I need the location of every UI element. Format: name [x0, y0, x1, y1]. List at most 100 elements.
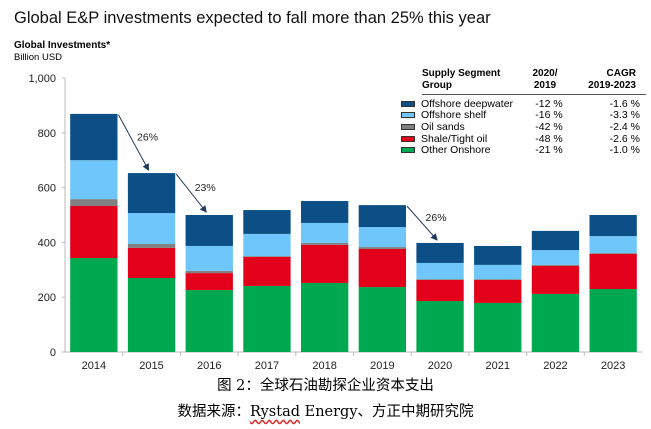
- bar-segment-shale-tight-oil: [127, 247, 176, 279]
- legend-row: Other Onshore -21 % -1.0 %: [398, 144, 646, 156]
- legend-header-cagr-line2: 2019-2023: [588, 80, 636, 91]
- legend-row: Offshore shelf -16 % -3.3 %: [398, 109, 646, 122]
- source-prefix: 数据来源：: [177, 404, 250, 420]
- legend-row: Offshore deepwater -12 % -1.6 %: [398, 98, 646, 110]
- bar-segment-offshore-shelf: [243, 233, 291, 257]
- stacked-bar-chart: 0 200 400 600 800 1,000 2014 2015 2016 2017 2018 20…: [28, 73, 642, 372]
- legend-cagr-value: -1.0 %: [609, 144, 640, 157]
- bar-segment-other-onshore: [185, 290, 233, 352]
- legend-table: Supply Segment Group 2020/2019 CAGR 2019-2…: [398, 68, 646, 156]
- legend-cagr-value: -2.6 %: [609, 132, 640, 145]
- x-tick-label: 2017: [255, 360, 279, 372]
- bar-segment-other-onshore: [589, 288, 637, 352]
- legend-label: Shale/Tight oil: [421, 132, 488, 145]
- y-tick-label: 200: [38, 292, 56, 304]
- bar-segment-offshore-shelf: [589, 236, 637, 254]
- x-tick-label: 2014: [82, 360, 106, 372]
- bar-segment-offshore-shelf: [531, 250, 580, 265]
- bar-segment-shale-tight-oil: [589, 253, 637, 289]
- y-tick-label: 1,000: [28, 73, 56, 85]
- bar-segment-offshore-deepwater: [185, 215, 233, 246]
- change-annotation: 26%: [137, 131, 158, 143]
- legend-row: Shale/Tight oil -48 % -2.6 %: [398, 133, 646, 145]
- chart-subtitle: Global Investments*: [14, 40, 111, 51]
- source-caption: 数据来源：Rystad Energy、方正中期研究院: [0, 400, 651, 421]
- trend-arrow: [118, 114, 150, 171]
- trend-arrow: [175, 173, 207, 213]
- legend-change-value: -21 %: [535, 144, 563, 157]
- bar-segment-other-onshore: [358, 287, 407, 352]
- legend-header-change-line1: 2020/: [532, 68, 558, 79]
- bar-segment-oil-sands: [127, 244, 176, 248]
- bar-segment-offshore-shelf: [416, 262, 464, 280]
- chart-title: Global E&P investments expected to fall …: [14, 9, 491, 27]
- change-annotation: 23%: [195, 182, 216, 194]
- bar-segment-oil-sands: [589, 253, 637, 254]
- bar-segment-other-onshore: [531, 293, 580, 352]
- legend-change-value: -42 %: [535, 120, 563, 133]
- change-annotation: 26%: [426, 212, 447, 224]
- legend-swatch: [401, 135, 415, 142]
- legend-header-segment: Supply Segment Group: [422, 68, 518, 92]
- y-tick-label: 600: [38, 183, 56, 195]
- bar-segment-offshore-deepwater: [243, 210, 291, 234]
- x-tick-label: 2019: [370, 360, 394, 372]
- legend-header-change: 2020/2019: [518, 68, 572, 92]
- bar-segment-shale-tight-oil: [416, 279, 464, 302]
- legend-header-segment-line2: Group: [422, 80, 452, 91]
- bar-segment-offshore-shelf: [300, 222, 349, 243]
- legend-swatch: [401, 147, 415, 154]
- bar-segment-shale-tight-oil: [185, 273, 233, 291]
- chart-unit: Billion USD: [14, 52, 63, 63]
- bar-segment-oil-sands: [416, 279, 464, 280]
- legend-header: Supply Segment Group 2020/2019 CAGR 2019-2…: [422, 68, 646, 95]
- bar-segment-shale-tight-oil: [300, 244, 349, 283]
- bar-segment-other-onshore: [474, 302, 522, 352]
- x-tick-label: 2023: [601, 360, 625, 372]
- legend-row: Oil sands -42 % -2.4 %: [398, 121, 646, 133]
- bar-segment-offshore-deepwater: [300, 201, 349, 223]
- bar-segment-offshore-shelf: [70, 160, 118, 200]
- bar-segment-other-onshore: [127, 278, 176, 352]
- legend-change-value: -48 %: [535, 132, 563, 145]
- figure-caption: 图 2：全球石油勘探企业资本支出: [217, 378, 434, 394]
- bar-segment-offshore-deepwater: [70, 113, 118, 161]
- bar-segment-offshore-shelf: [474, 264, 522, 280]
- bar-segment-offshore-shelf: [358, 227, 407, 248]
- legend-label: Other Onshore: [421, 144, 491, 157]
- legend-header-change-line2: 2019: [533, 80, 557, 91]
- x-tick-label: 2021: [486, 360, 510, 372]
- bar-segment-other-onshore: [416, 301, 464, 352]
- legend-cagr-value: -2.4 %: [609, 120, 640, 133]
- source-suffix: Energy、方正中期研究院: [300, 404, 474, 420]
- bar-segment-shale-tight-oil: [474, 279, 522, 303]
- bar-segment-offshore-deepwater: [531, 230, 580, 251]
- bar-segment-offshore-deepwater: [358, 205, 407, 228]
- legend-label: Offshore shelf: [421, 109, 487, 122]
- bar-segment-shale-tight-oil: [243, 256, 291, 286]
- bar-segment-other-onshore: [70, 258, 118, 352]
- x-tick-label: 2016: [197, 360, 221, 372]
- bar-segment-shale-tight-oil: [70, 205, 118, 259]
- legend-label: Oil sands: [421, 120, 465, 133]
- bar-segment-oil-sands: [474, 279, 522, 280]
- bar-segment-offshore-deepwater: [474, 245, 522, 265]
- trend-arrow: [406, 205, 438, 241]
- x-tick-label: 2022: [543, 360, 567, 372]
- bar-segment-oil-sands: [243, 256, 291, 257]
- bar-segment-oil-sands: [300, 242, 349, 245]
- y-tick-label: 0: [50, 347, 56, 359]
- bar-segment-oil-sands: [70, 199, 118, 206]
- bar-segment-offshore-shelf: [185, 245, 233, 271]
- legend-swatch: [401, 123, 415, 130]
- bar-segment-offshore-deepwater: [589, 215, 637, 237]
- legend-header-cagr-line1: CAGR: [606, 68, 636, 79]
- bar-segment-other-onshore: [243, 285, 291, 352]
- bar-segment-other-onshore: [300, 282, 349, 352]
- y-tick-label: 400: [38, 237, 56, 249]
- source-name: Rystad: [249, 404, 301, 420]
- legend-cagr-value: -3.3 %: [609, 109, 640, 122]
- legend-header-cagr: CAGR 2019-2023: [572, 68, 636, 92]
- legend-swatch: [401, 100, 415, 107]
- x-tick-label: 2015: [139, 360, 163, 372]
